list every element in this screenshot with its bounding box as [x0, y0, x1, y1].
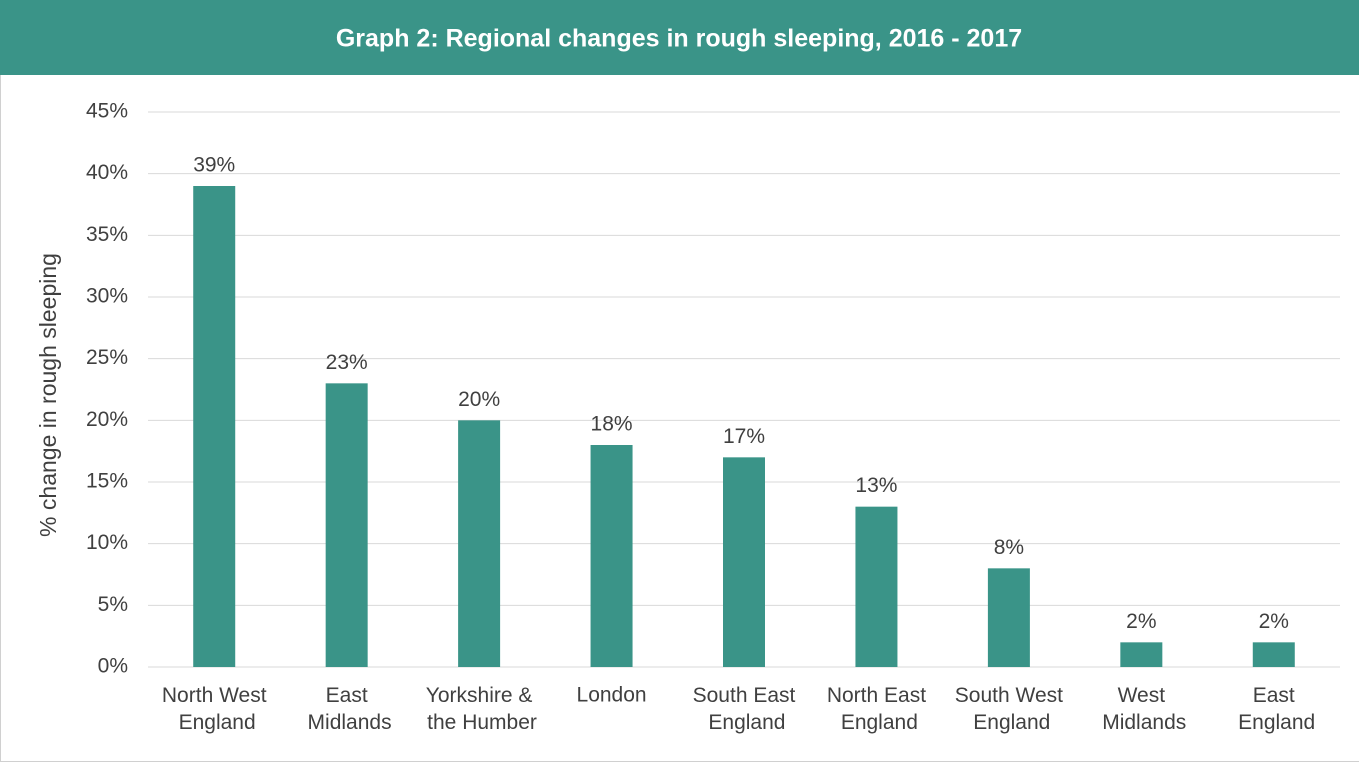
y-tick-label: 15% [86, 470, 128, 493]
x-tick-label: London [577, 684, 647, 707]
bar [1252, 642, 1295, 667]
x-tick-label: East England [1232, 684, 1315, 734]
data-label: 17% [723, 425, 765, 448]
chart-title: Graph 2: Regional changes in rough sleep… [336, 25, 1022, 53]
y-tick-label: 10% [86, 531, 128, 554]
x-tick-label: North West England [162, 684, 267, 734]
data-label: 18% [591, 413, 633, 436]
y-tick-label: 20% [86, 408, 128, 431]
x-tick-label: West Midlands [1096, 684, 1186, 734]
y-tick-label: 25% [86, 346, 128, 369]
bar [723, 457, 765, 667]
data-label: 13% [855, 474, 897, 497]
y-tick-label: 40% [86, 161, 128, 184]
x-tick-label: Yorkshire & the Humber [421, 684, 537, 734]
x-tick-label: South East England [693, 684, 796, 734]
x-tick-label: South West England [955, 684, 1063, 734]
data-label: 2% [1259, 610, 1289, 633]
data-label: 20% [458, 388, 500, 411]
x-tick-label: East Midlands [302, 684, 392, 734]
y-tick-label: 35% [86, 223, 128, 246]
bar [325, 383, 368, 667]
y-axis-label: % change in rough sleeping [35, 253, 61, 537]
data-label: 8% [994, 536, 1024, 559]
data-label: 39% [193, 154, 235, 177]
bar [193, 186, 236, 667]
x-tick-label: North East England [827, 684, 926, 734]
y-tick-label: 45% [86, 100, 128, 123]
bar [590, 445, 633, 667]
bar [1120, 642, 1163, 667]
data-label: 23% [326, 351, 368, 374]
y-tick-label: 30% [86, 285, 128, 308]
bar [855, 506, 898, 667]
y-tick-label: 0% [98, 655, 128, 678]
bar [458, 420, 501, 667]
y-tick-label: 5% [98, 593, 128, 616]
title-band [0, 0, 1359, 75]
data-label: 2% [1126, 610, 1156, 633]
bar [987, 568, 1030, 667]
